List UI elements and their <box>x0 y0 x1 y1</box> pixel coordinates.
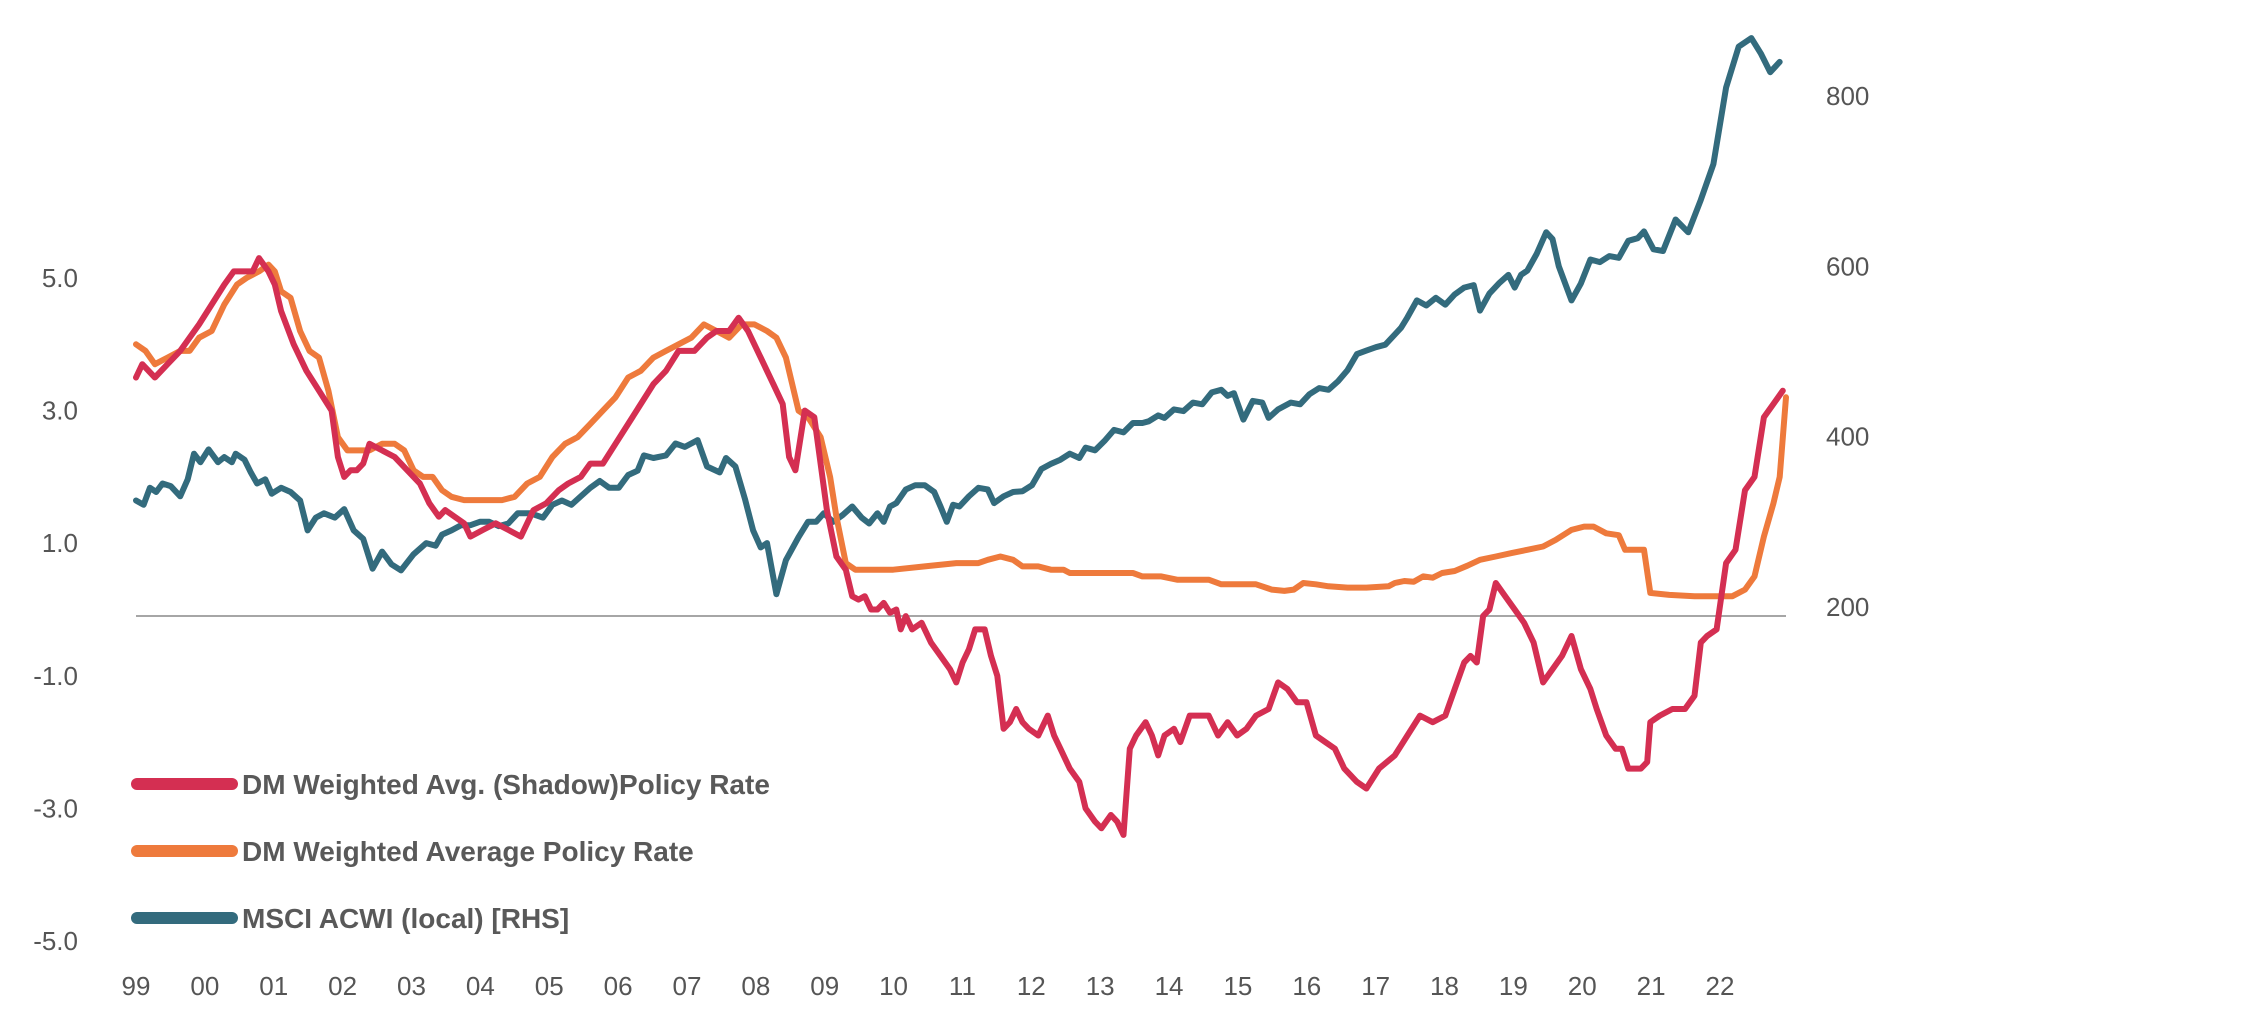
legend-label: MSCI ACWI (local) [RHS] <box>242 903 569 934</box>
x-axis-tick-label: 00 <box>190 971 219 1001</box>
x-axis-tick-label: 14 <box>1155 971 1184 1001</box>
x-axis-tick-label: 06 <box>604 971 633 1001</box>
x-axis-tick-label: 07 <box>672 971 701 1001</box>
x-axis-tick-label: 02 <box>328 971 357 1001</box>
left-axis-tick-label: -5.0 <box>33 926 78 956</box>
x-axis-tick-label: 12 <box>1017 971 1046 1001</box>
series-line-1 <box>133 261 1789 600</box>
x-axis-tick-label: 09 <box>810 971 839 1001</box>
x-axis-tick-label: 04 <box>466 971 495 1001</box>
right-axis-ticks: 800 600 400 200 <box>1826 81 1869 622</box>
x-axis-tick-label: 22 <box>1706 971 1735 1001</box>
x-axis-tick-label: 20 <box>1568 971 1597 1001</box>
series-lines <box>133 35 1789 838</box>
series-line-2 <box>133 35 1783 598</box>
x-axis-tick-label: 17 <box>1361 971 1390 1001</box>
x-axis-tick-label: 99 <box>122 971 151 1001</box>
x-axis-tick-label: 01 <box>259 971 288 1001</box>
x-axis-tick-label: 10 <box>879 971 908 1001</box>
x-axis-tick-label: 05 <box>535 971 564 1001</box>
x-axis-tick-label: 11 <box>949 971 976 1001</box>
left-axis-tick-label: 1.0 <box>42 528 78 558</box>
x-axis-tick-label: 08 <box>741 971 770 1001</box>
x-axis-tick-label: 13 <box>1086 971 1115 1001</box>
series-line-0 <box>133 255 1786 838</box>
left-axis-tick-label: 5.0 <box>42 263 78 293</box>
left-axis-tick-label: -3.0 <box>33 793 78 823</box>
x-axis-tick-label: 03 <box>397 971 426 1001</box>
right-axis-tick-label: 200 <box>1826 592 1869 622</box>
x-axis-tick-label: 18 <box>1430 971 1459 1001</box>
x-axis-tick-label: 19 <box>1499 971 1528 1001</box>
x-axis-ticks: 99 00 01 02 03 04 05 06 07 08 09 10 11 12 13 14 15 16 17 18… <box>122 971 1735 1001</box>
right-axis-tick-label: 400 <box>1826 422 1869 452</box>
legend: DM Weighted Avg. (Shadow)Policy Rate DM W… <box>131 769 770 934</box>
left-axis-tick-label: 3.0 <box>42 396 78 426</box>
left-axis-tick-label: -1.0 <box>33 661 78 691</box>
x-axis-tick-label: 15 <box>1223 971 1252 1001</box>
legend-label: DM Weighted Average Policy Rate <box>242 836 694 867</box>
right-axis-tick-label: 800 <box>1826 81 1869 111</box>
left-axis-ticks: 5.0 3.0 1.0 -1.0 -3.0 -5.0 <box>33 263 78 956</box>
x-axis-tick-label: 16 <box>1292 971 1321 1001</box>
legend-label: DM Weighted Avg. (Shadow)Policy Rate <box>242 769 770 800</box>
right-axis-tick-label: 600 <box>1826 251 1869 281</box>
x-axis-tick-label: 21 <box>1637 971 1666 1001</box>
